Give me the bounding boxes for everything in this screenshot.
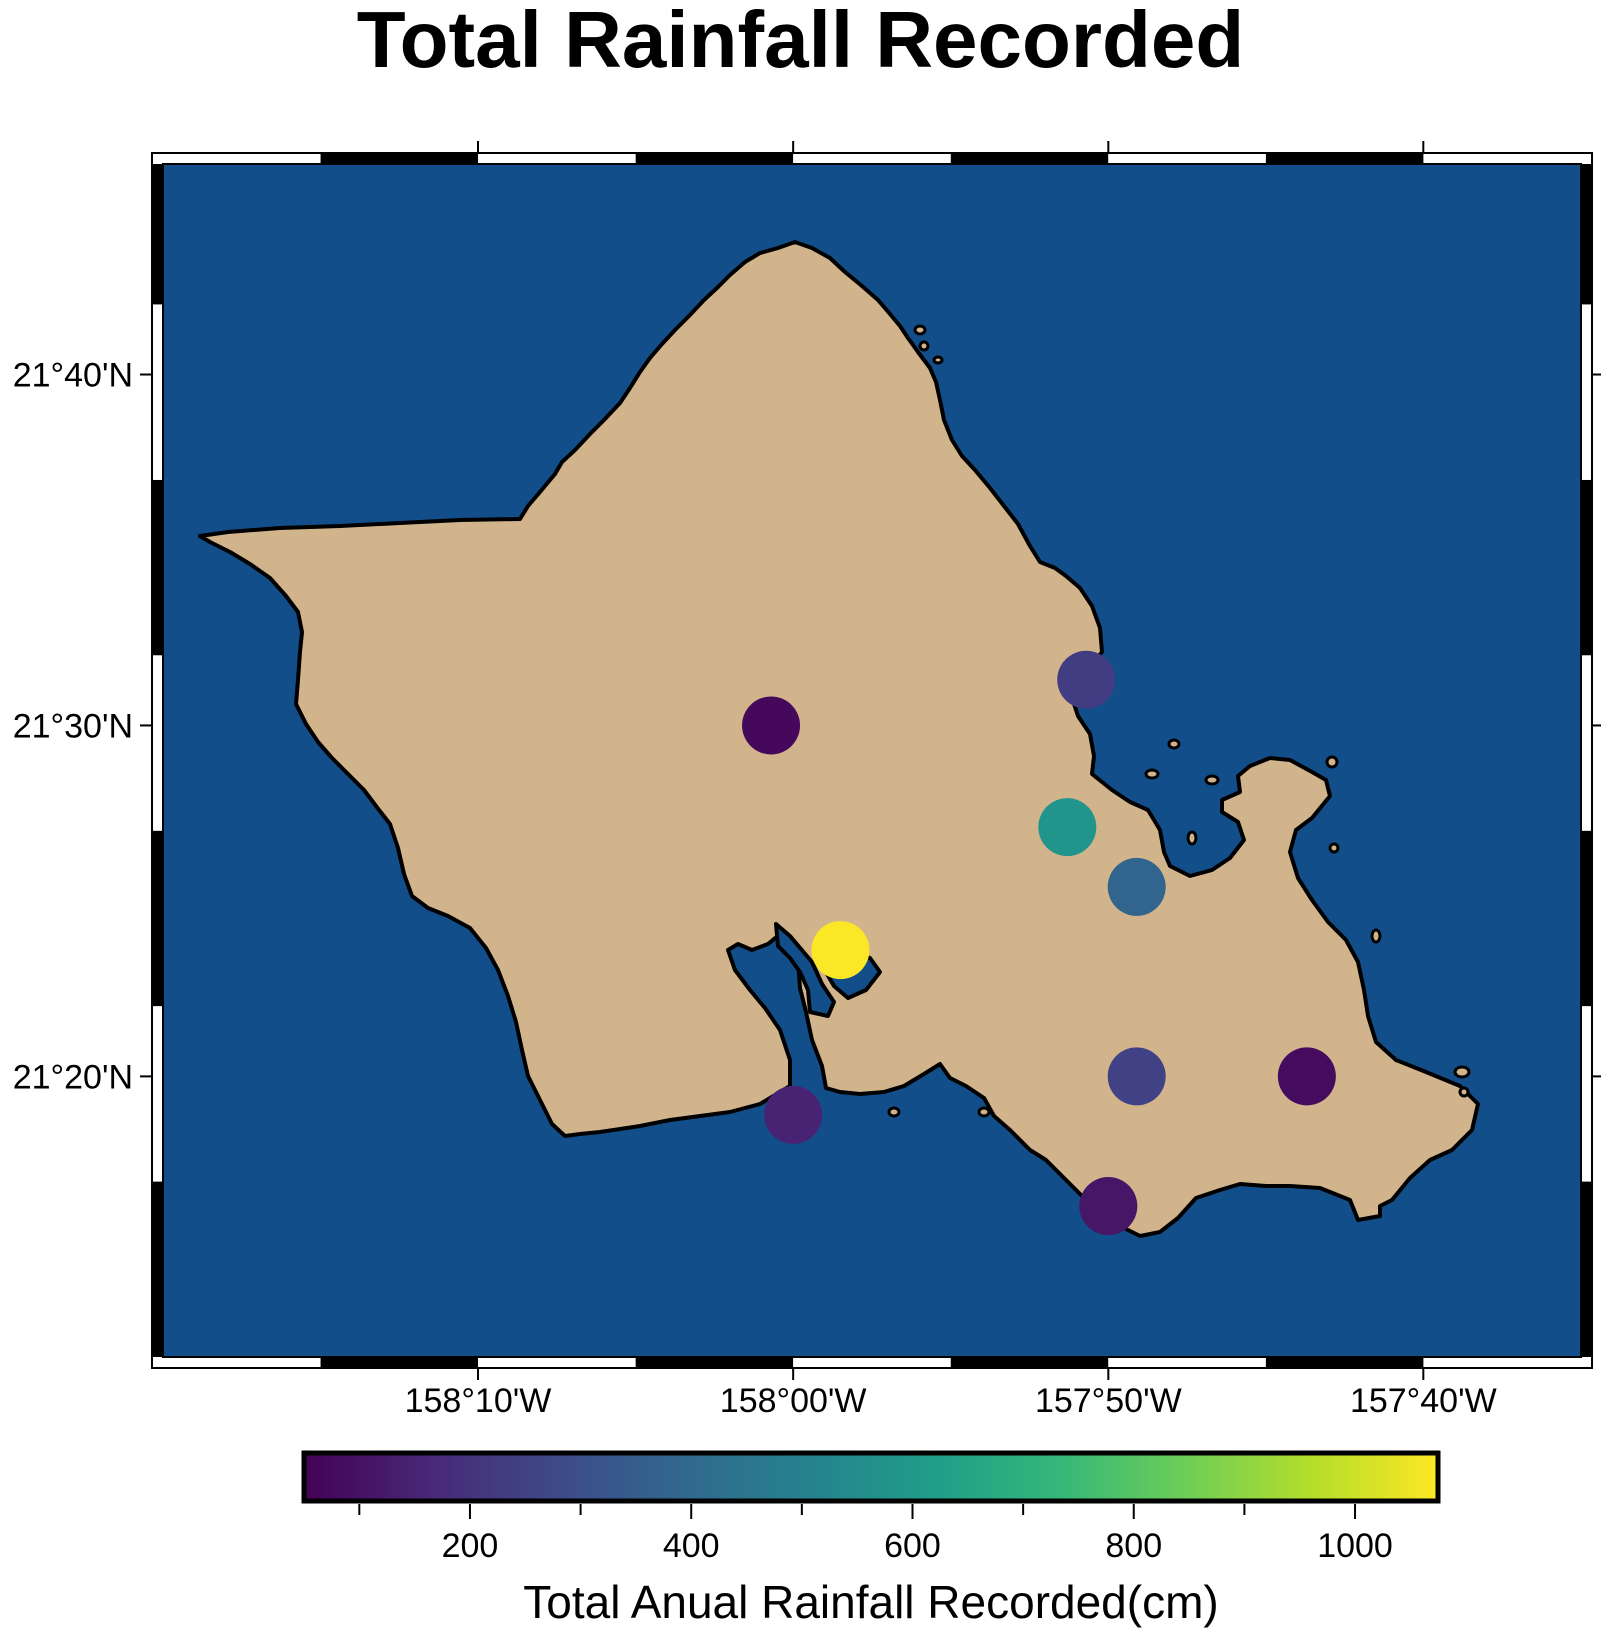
station-marker-5[interactable] — [811, 921, 870, 980]
colorbar: 200 400 600 800 1000 Total Anual Rainfall Re… — [301, 1450, 1441, 1628]
lon-tick-label: 158°00'W — [720, 1382, 867, 1420]
frame-segment — [950, 1358, 1109, 1367]
colorbar-ticks: 200 400 600 800 1000 — [358, 1504, 1393, 1565]
frame-inner-border — [162, 163, 1582, 1358]
islet — [913, 324, 927, 336]
station-marker-9[interactable] — [1079, 1177, 1138, 1236]
frame-segment — [1582, 1181, 1591, 1357]
lon-tick-label: 157°40'W — [1350, 1382, 1497, 1420]
islet — [977, 1106, 991, 1118]
islet — [1370, 928, 1382, 944]
islet — [932, 355, 944, 365]
islet — [1328, 842, 1340, 854]
frame-segment — [153, 304, 162, 480]
frame-segment — [163, 1358, 321, 1367]
station-marker-1[interactable] — [742, 696, 801, 755]
frame-segment — [478, 1358, 636, 1367]
station-marker-6[interactable] — [764, 1085, 823, 1144]
islet — [1167, 738, 1181, 750]
frame-segment — [1582, 304, 1591, 480]
lat-tick-label: 21°20'N — [13, 1058, 133, 1096]
colorbar-tick-label: 800 — [1105, 1527, 1162, 1565]
colorbar-tick-label: 200 — [442, 1527, 499, 1565]
frame-segment — [153, 164, 162, 305]
islet — [1204, 774, 1220, 786]
colorbar-gradient — [301, 1450, 1441, 1504]
pearl-harbor — [774, 922, 836, 1018]
frame-segment — [478, 154, 636, 163]
frame-segment — [153, 1006, 162, 1182]
frame-segment — [793, 154, 951, 163]
colorbar-tick-label: 600 — [884, 1527, 941, 1565]
colorbar-tick-label: 1000 — [1317, 1527, 1393, 1565]
lon-tick-label: 157°50'W — [1035, 1382, 1182, 1420]
oahu-island — [198, 240, 1480, 1238]
islet — [1144, 768, 1160, 780]
frame-segment — [1108, 154, 1266, 163]
frame-segment — [1265, 1358, 1424, 1367]
frame-segment — [1582, 830, 1591, 1007]
frame-segment — [1108, 1358, 1266, 1367]
frame-segment — [163, 154, 321, 163]
station-marker-3[interactable] — [1038, 798, 1097, 857]
station-marker-8[interactable] — [1277, 1047, 1336, 1106]
frame-segment — [153, 830, 162, 1007]
map-frame — [140, 141, 1601, 1380]
islet — [1458, 1086, 1470, 1098]
frame-outer-border — [151, 152, 1593, 1369]
frame-segment — [793, 1358, 951, 1367]
frame-segment — [153, 1181, 162, 1357]
islet — [1325, 755, 1339, 769]
islet — [1186, 830, 1198, 846]
frame-segment — [950, 154, 1109, 163]
frame-segment — [1265, 154, 1424, 163]
map-title: Total Rainfall Recorded — [356, 0, 1245, 84]
frame-segment — [1423, 1358, 1581, 1367]
islet — [1453, 1065, 1471, 1079]
station-markers — [742, 650, 1336, 1236]
frame-segment — [1423, 154, 1581, 163]
axis-tick-labels: 158°10'W 158°00'W 157°50'W 157°40'W 21°40'N 2… — [13, 357, 1497, 1420]
islet — [918, 340, 930, 352]
station-marker-7[interactable] — [1107, 1047, 1166, 1106]
station-marker-4[interactable] — [1107, 857, 1166, 916]
lon-tick-label: 158°10'W — [405, 1382, 552, 1420]
frame-segment — [635, 1358, 794, 1367]
colorbar-label: Total Anual Rainfall Recorded(cm) — [523, 1576, 1218, 1628]
frame-segment — [153, 479, 162, 656]
frame-segment — [1582, 1006, 1591, 1182]
frame-segment — [635, 154, 794, 163]
frame-segment — [153, 655, 162, 831]
lat-tick-label: 21°40'N — [13, 357, 133, 395]
frame-segment — [1582, 164, 1591, 305]
frame-segment — [320, 154, 479, 163]
colorbar-tick-label: 400 — [663, 1527, 720, 1565]
frame-segment — [1582, 655, 1591, 831]
lat-tick-label: 21°30'N — [13, 707, 133, 745]
frame-segment — [1582, 479, 1591, 656]
station-marker-2[interactable] — [1057, 650, 1116, 709]
islet — [887, 1106, 901, 1118]
frame-segment — [320, 1358, 479, 1367]
